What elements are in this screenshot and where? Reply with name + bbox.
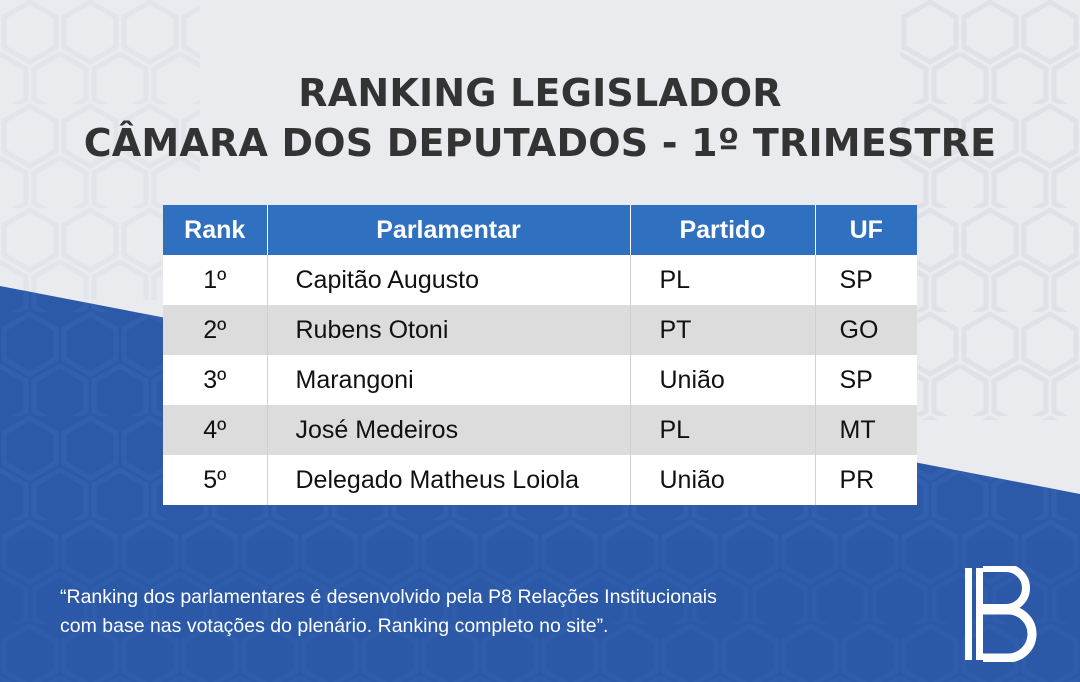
footer-line-2: com base nas votações do plenário. Ranki…	[60, 615, 609, 637]
title-line-2: CÂMARA DOS DEPUTADOS - 1º TRIMESTRE	[83, 121, 997, 165]
cell-partido: União	[630, 355, 816, 405]
cell-uf: SP	[815, 255, 917, 305]
cell-partido: União	[630, 455, 816, 505]
cell-parlamentar: Rubens Otoni	[267, 305, 631, 355]
ranking-table: Rank Parlamentar Partido UF 1º Capitão A…	[163, 205, 917, 505]
cell-uf: MT	[815, 405, 917, 455]
table-row: 3º Marangoni União SP	[163, 355, 917, 405]
cell-parlamentar: Marangoni	[267, 355, 631, 405]
cell-rank: 1º	[163, 255, 268, 305]
cell-uf: SP	[815, 355, 917, 405]
page-title: RANKING LEGISLADOR CÂMARA DOS DEPUTADOS …	[0, 68, 1080, 168]
cell-rank: 4º	[163, 405, 268, 455]
header-uf: UF	[815, 205, 917, 255]
cell-parlamentar: Capitão Augusto	[267, 255, 631, 305]
title-line-1: RANKING LEGISLADOR	[298, 71, 782, 115]
table-row: 4º José Medeiros PL MT	[163, 405, 917, 455]
cell-parlamentar: Delegado Matheus Loiola	[267, 455, 631, 505]
cell-rank: 5º	[163, 455, 268, 505]
table-row: 2º Rubens Otoni PT GO	[163, 305, 917, 355]
footer-note: “Ranking dos parlamentares é desenvolvid…	[60, 583, 920, 641]
header-parlamentar: Parlamentar	[267, 205, 631, 255]
header-partido: Partido	[630, 205, 816, 255]
footer-line-1: “Ranking dos parlamentares é desenvolvid…	[60, 586, 717, 608]
header-rank: Rank	[163, 205, 268, 255]
cell-parlamentar: José Medeiros	[267, 405, 631, 455]
table-row: 5º Delegado Matheus Loiola União PR	[163, 455, 917, 505]
cell-rank: 2º	[163, 305, 268, 355]
cell-partido: PT	[630, 305, 816, 355]
cell-partido: PL	[630, 405, 816, 455]
cell-uf: GO	[815, 305, 917, 355]
p8-logo-icon	[965, 566, 1037, 662]
table-row: 1º Capitão Augusto PL SP	[163, 255, 917, 305]
cell-rank: 3º	[163, 355, 268, 405]
cell-uf: PR	[815, 455, 917, 505]
cell-partido: PL	[630, 255, 816, 305]
table-header-row: Rank Parlamentar Partido UF	[163, 205, 917, 255]
